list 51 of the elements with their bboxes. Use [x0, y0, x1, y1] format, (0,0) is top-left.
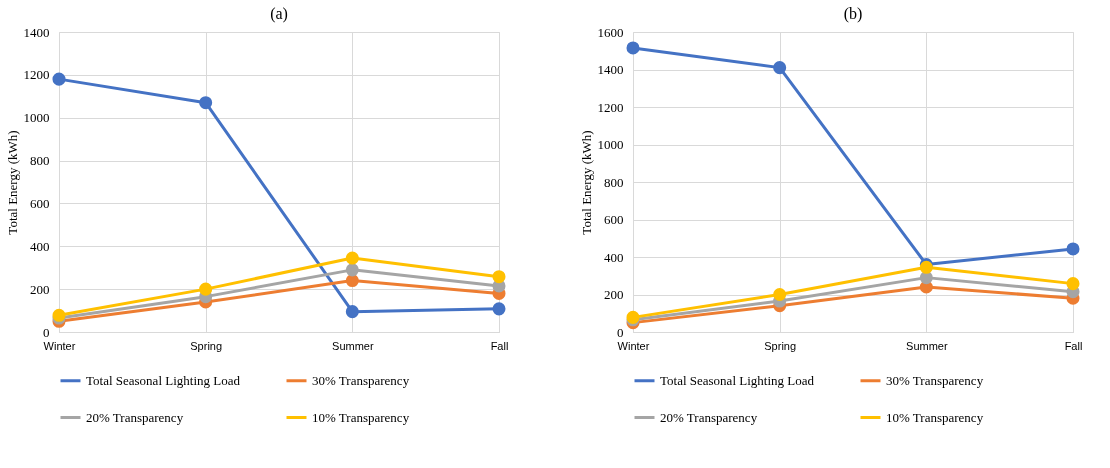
point [345, 263, 359, 277]
point [199, 96, 213, 110]
y-tick-label: 1600 [597, 24, 624, 40]
point [1066, 242, 1080, 256]
x-tick-label: Fall [1064, 339, 1083, 352]
legend-label: 10% Transparency [886, 409, 984, 425]
legend-label: 20% Transparency [660, 409, 758, 425]
y-tick-label: 1400 [23, 24, 50, 40]
y-axis-title: Total Energy (kWh) [578, 130, 594, 235]
point [492, 302, 506, 316]
x-tick-label: Winter [43, 339, 76, 352]
x-tick-label: Summer [906, 339, 948, 352]
y-tick-label: 1000 [23, 110, 50, 126]
point [1066, 277, 1080, 291]
point [52, 72, 66, 86]
chart-title: (a) [270, 5, 288, 23]
point [345, 305, 359, 319]
legend-label: Total Seasonal Lighting Load [660, 372, 815, 388]
y-tick-label: 1200 [597, 99, 624, 115]
y-tick-label: 200 [604, 287, 624, 302]
y-tick-label: 1000 [597, 137, 624, 152]
legend-label: 10% Transparency [312, 409, 410, 425]
y-tick-label: 600 [604, 212, 624, 227]
y-tick-label: 200 [30, 281, 50, 297]
point [345, 274, 359, 288]
y-tick-label: 800 [604, 174, 624, 190]
point [626, 41, 640, 55]
legend-label: 30% Transparency [886, 372, 984, 388]
y-tick-label: 1400 [597, 62, 624, 77]
legend-label: Total Seasonal Lighting Load [86, 372, 241, 388]
y-tick-label: 400 [30, 238, 50, 254]
y-tick-label: 1200 [23, 67, 50, 83]
y-tick-label: 400 [604, 249, 624, 265]
y-tick-label: 0 [617, 324, 624, 340]
point [199, 282, 213, 296]
point [492, 270, 506, 284]
x-tick-label: Summer [332, 339, 374, 352]
y-tick-label: 0 [43, 324, 50, 340]
legend-label: 30% Transparency [312, 372, 410, 388]
x-tick-label: Spring [190, 339, 223, 352]
y-axis-title: Total Energy (kWh) [4, 130, 20, 235]
point [773, 61, 787, 75]
point [345, 251, 359, 265]
legend-label: 20% Transparency [86, 409, 184, 425]
y-tick-label: 800 [30, 153, 50, 169]
chart-title: (b) [843, 5, 863, 23]
y-tick-label: 600 [30, 195, 50, 211]
point [773, 287, 787, 302]
x-tick-label: Fall [490, 339, 509, 352]
x-tick-label: Spring [764, 339, 797, 352]
x-tick-label: Winter [617, 339, 650, 352]
